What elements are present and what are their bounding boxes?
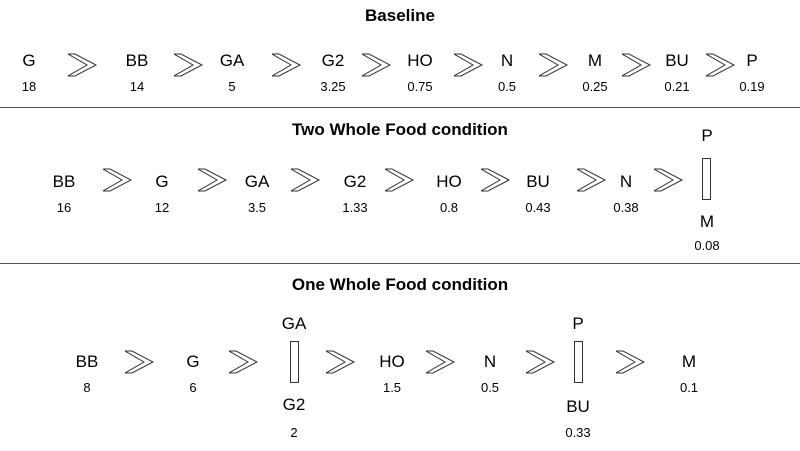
preference-arrow-icon: [654, 168, 684, 192]
one-food-item-value: 1.5: [382, 380, 402, 395]
one-food-item-value: 6: [189, 380, 197, 395]
preference-arrow-icon: [125, 350, 155, 374]
one-food-item-label: HO: [379, 352, 405, 371]
one-food-item-label: M: [681, 352, 697, 371]
preference-arrow-icon: [577, 168, 607, 192]
baseline-item-label: G2: [321, 51, 345, 70]
baseline-item-label: BU: [665, 51, 689, 70]
two-food-item-label: G: [155, 172, 169, 191]
baseline-item-label: HO: [407, 51, 433, 70]
one-whole-food-title: One Whole Food condition: [291, 275, 509, 294]
two-food-item-value: 3.5: [247, 200, 267, 215]
one-food-item-label: BB: [75, 352, 99, 371]
baseline-item-label: GA: [219, 51, 245, 70]
two-food-item-label: HO: [436, 172, 462, 191]
two-food-tie-top-label: P: [701, 126, 713, 145]
baseline-item-value: 0.21: [664, 79, 690, 94]
baseline-item-label: P: [746, 51, 758, 70]
two-food-item-value: 12: [154, 200, 170, 215]
baseline-item-label: BB: [125, 51, 149, 70]
preference-arrow-icon: [174, 53, 204, 77]
one-food-tie2-value: 0.33: [565, 425, 591, 440]
two-food-tie-bottom-label: M: [699, 212, 715, 231]
one-food-item-value: 8: [83, 380, 91, 395]
two-food-item-label: G2: [343, 172, 367, 191]
two-food-item-value: 0.38: [613, 200, 639, 215]
baseline-item-value: 5: [228, 79, 236, 94]
baseline-item-value: 0.25: [582, 79, 608, 94]
one-food-item-label: G: [186, 352, 200, 371]
two-food-item-label: N: [619, 172, 633, 191]
one-food-tie2-top-label: P: [572, 314, 584, 333]
two-food-item-label: GA: [244, 172, 270, 191]
one-food-tie1-top-label: GA: [281, 314, 307, 333]
one-food-tie1-value: 2: [290, 425, 298, 440]
two-food-item-label: BB: [52, 172, 76, 191]
two-food-item-value: 1.33: [342, 200, 368, 215]
preference-arrow-icon: [362, 53, 392, 77]
baseline-item-value: 3.25: [320, 79, 346, 94]
one-food-tie1-bottom-label: G2: [282, 395, 306, 414]
baseline-item-value: 18: [21, 79, 37, 94]
baseline-item-label: G: [22, 51, 36, 70]
preference-arrow-icon: [68, 53, 98, 77]
tie-indifference-bar: [702, 158, 711, 200]
section-divider: [0, 107, 800, 108]
two-food-item-value: 0.8: [439, 200, 459, 215]
baseline-item-value: 0.19: [739, 79, 765, 94]
preference-arrow-icon: [272, 53, 302, 77]
baseline-item-value: 14: [129, 79, 145, 94]
preference-arrow-icon: [706, 53, 736, 77]
preference-arrow-icon: [326, 350, 356, 374]
one-food-item-value: 0.5: [480, 380, 500, 395]
tie-indifference-bar: [290, 341, 299, 383]
preference-arrow-icon: [385, 168, 415, 192]
preference-arrow-icon: [616, 350, 646, 374]
preference-arrow-icon: [454, 53, 484, 77]
preference-arrow-icon: [426, 350, 456, 374]
preference-arrow-icon: [481, 168, 511, 192]
preference-arrow-icon: [622, 53, 652, 77]
two-food-item-value: 0.43: [525, 200, 551, 215]
preference-arrow-icon: [291, 168, 321, 192]
baseline-item-value: 0.75: [407, 79, 433, 94]
preference-arrow-icon: [526, 350, 556, 374]
one-food-tie2-bottom-label: BU: [566, 397, 590, 416]
two-food-item-value: 16: [56, 200, 72, 215]
baseline-title: Baseline: [365, 6, 435, 25]
one-food-item-value: 0.1: [679, 380, 699, 395]
tie-indifference-bar: [574, 341, 583, 383]
section-divider: [0, 263, 800, 264]
two-whole-food-title: Two Whole Food condition: [292, 120, 508, 139]
preference-arrow-icon: [539, 53, 569, 77]
one-food-item-label: N: [483, 352, 497, 371]
baseline-item-label: M: [587, 51, 603, 70]
baseline-item-label: N: [500, 51, 514, 70]
preference-arrow-icon: [103, 168, 133, 192]
two-food-item-label: BU: [526, 172, 550, 191]
two-food-tie-value: 0.08: [694, 238, 720, 253]
baseline-item-value: 0.5: [497, 79, 517, 94]
preference-arrow-icon: [229, 350, 259, 374]
preference-arrow-icon: [198, 168, 228, 192]
